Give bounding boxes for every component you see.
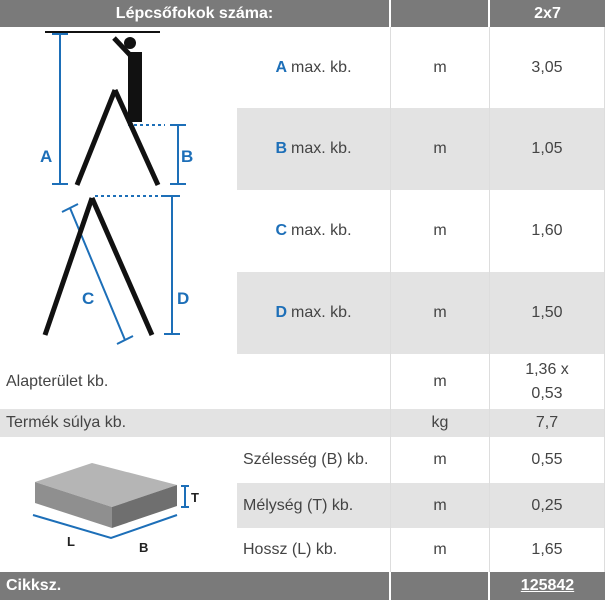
width-unit: m bbox=[391, 437, 490, 483]
header-value: 2x7 bbox=[490, 0, 605, 27]
weight-label: Termék súlya kb. bbox=[0, 409, 391, 437]
width-value: 0,55 bbox=[490, 437, 605, 483]
row-d-value: 1,50 bbox=[490, 272, 605, 354]
footprint-unit: m bbox=[391, 354, 490, 409]
label-a: A bbox=[40, 147, 52, 166]
weight-value: 7,7 bbox=[490, 409, 605, 437]
footprint-label: Alapterület kb. bbox=[0, 354, 391, 409]
depth-unit: m bbox=[391, 483, 490, 528]
box-label-t: T bbox=[191, 490, 199, 505]
header-empty bbox=[391, 0, 490, 27]
row-a-value: 3,05 bbox=[490, 27, 605, 108]
row-c-unit: m bbox=[391, 190, 490, 272]
label-b: B bbox=[181, 147, 193, 166]
length-value: 1,65 bbox=[490, 528, 605, 572]
depth-value: 0,25 bbox=[490, 483, 605, 528]
label-d: D bbox=[177, 289, 189, 308]
footer-label: Cikksz. bbox=[0, 572, 391, 600]
footer-empty bbox=[391, 572, 490, 600]
ladder-diagram: A B C D bbox=[40, 31, 193, 345]
footprint-value: 1,36 x 0,53 bbox=[490, 354, 605, 409]
row-b-unit: m bbox=[391, 108, 490, 190]
package-box-diagram: T L B bbox=[32, 463, 199, 555]
label-c: C bbox=[82, 289, 94, 308]
row-d-unit: m bbox=[391, 272, 490, 354]
row-c-value: 1,60 bbox=[490, 190, 605, 272]
row-b-value: 1,05 bbox=[490, 108, 605, 190]
box-label-b: B bbox=[139, 540, 148, 555]
length-unit: m bbox=[391, 528, 490, 572]
row-a-unit: m bbox=[391, 27, 490, 108]
weight-unit: kg bbox=[391, 409, 490, 437]
header-title: Lépcsőfokok száma: bbox=[0, 0, 391, 27]
depth-label: Mélység (T) kb. bbox=[237, 483, 391, 528]
width-label: Szélesség (B) kb. bbox=[237, 437, 391, 483]
box-label-l: L bbox=[67, 534, 75, 549]
article-number-link[interactable]: 125842 bbox=[490, 572, 605, 600]
length-label: Hossz (L) kb. bbox=[237, 528, 391, 572]
